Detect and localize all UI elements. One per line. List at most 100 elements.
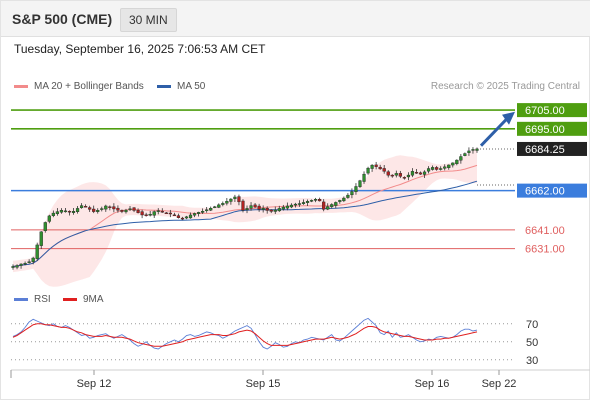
candle-body <box>257 205 261 210</box>
level-label-bg-1 <box>517 121 587 136</box>
candle-body <box>390 174 394 177</box>
candle-body <box>277 208 281 212</box>
legend-rsi: RSI <box>14 294 51 305</box>
candle-body <box>301 202 306 204</box>
candle-body <box>176 215 181 218</box>
candle-body <box>104 205 108 210</box>
level-label-resistance: 6695.00 <box>525 124 565 136</box>
timestamp: Tuesday, September 16, 2025 7:06:53 AM C… <box>14 42 266 56</box>
legend-ma50: MA 50 <box>157 81 205 92</box>
candle-body <box>265 208 269 211</box>
candle-body <box>354 186 358 193</box>
candle-body <box>318 199 322 202</box>
candle-body <box>285 205 289 209</box>
ma50-label: MA 50 <box>177 81 206 92</box>
candle-body <box>160 211 164 213</box>
candle-body <box>108 206 112 208</box>
level-label-resistance: 6705.00 <box>525 105 565 117</box>
candle-body <box>471 149 475 151</box>
candle-body <box>322 201 326 210</box>
time-tick-label: Sep 16 <box>415 378 450 390</box>
candle-body <box>382 168 386 172</box>
candle-body <box>475 148 479 151</box>
ma20-swatch <box>14 85 28 88</box>
candle-body <box>79 205 84 209</box>
candle-body <box>148 214 152 216</box>
ma20-label: MA 20 + Bollinger Bands <box>34 81 144 92</box>
candle-body <box>196 212 201 214</box>
rsi-tick-label: 30 <box>526 355 538 367</box>
candle-body <box>443 166 447 169</box>
legend-9ma: 9MA <box>63 294 104 305</box>
candle-body <box>418 172 423 175</box>
candle-body <box>394 173 398 176</box>
ma9-label: 9MA <box>83 294 104 305</box>
instrument-title: S&P 500 (CME) <box>12 11 113 27</box>
candle-body <box>455 159 459 165</box>
time-tick-label: Sep 22 <box>482 378 517 390</box>
candle-body <box>463 153 467 156</box>
candle-body <box>164 212 168 215</box>
candles-group <box>11 147 479 270</box>
candle-body <box>273 209 277 212</box>
candle-body <box>297 203 302 205</box>
candle-body <box>209 208 213 211</box>
candle-body <box>439 168 443 170</box>
header-bar: S&P 500 (CME) 30 MIN <box>1 1 590 37</box>
candle-body <box>386 171 390 176</box>
timeframe-button[interactable]: 30 MIN <box>120 8 177 32</box>
candle-body <box>55 211 59 215</box>
candle-body <box>374 164 378 167</box>
candle-body <box>112 206 116 210</box>
candle-body <box>358 180 362 187</box>
level-label-pivot: 6662.00 <box>525 186 565 198</box>
candle-body <box>43 222 47 231</box>
candle-body <box>451 162 455 166</box>
level-label-support: 6641.00 <box>525 225 565 237</box>
level-label-support: 6631.00 <box>525 244 565 256</box>
candle-body <box>241 200 245 211</box>
ma50-line <box>12 180 478 267</box>
candle-body <box>88 207 92 210</box>
candle-body <box>75 208 80 213</box>
candle-body <box>15 265 19 268</box>
candle-body <box>35 244 39 259</box>
candle-body <box>172 214 176 217</box>
candle-body <box>249 205 253 209</box>
bollinger-band-fill <box>13 147 477 287</box>
candle-body <box>144 214 148 216</box>
candle-body <box>67 210 72 213</box>
ma9-swatch <box>63 298 77 301</box>
rsi-line <box>12 317 478 350</box>
candle-body <box>370 164 374 169</box>
candle-body <box>362 173 366 182</box>
forecast-arrow-head <box>502 111 515 125</box>
candle-body <box>31 257 35 262</box>
candle-body <box>152 211 156 216</box>
candle-body <box>426 168 431 172</box>
candle-body <box>309 200 314 202</box>
candle-body <box>366 167 370 174</box>
candle-body <box>19 263 23 266</box>
candle-body <box>447 164 451 168</box>
candle-body <box>124 209 128 213</box>
rsi-ma9-line <box>12 323 478 347</box>
candle-body <box>338 200 342 202</box>
candle-body <box>205 209 209 211</box>
level-label-bg-3 <box>517 183 587 198</box>
candle-body <box>398 173 402 177</box>
candle-body <box>342 197 346 202</box>
candle-body <box>289 204 293 208</box>
candle-body <box>71 211 76 213</box>
candle-body <box>140 211 144 216</box>
candle-body <box>326 206 330 210</box>
candle-body <box>100 208 104 210</box>
candle-body <box>136 210 140 213</box>
candle-body <box>92 208 96 212</box>
candle-body <box>378 166 382 170</box>
candle-body <box>23 263 27 265</box>
candle-body <box>120 209 124 212</box>
candle-body <box>253 204 257 208</box>
time-tick-label: Sep 12 <box>77 378 112 390</box>
